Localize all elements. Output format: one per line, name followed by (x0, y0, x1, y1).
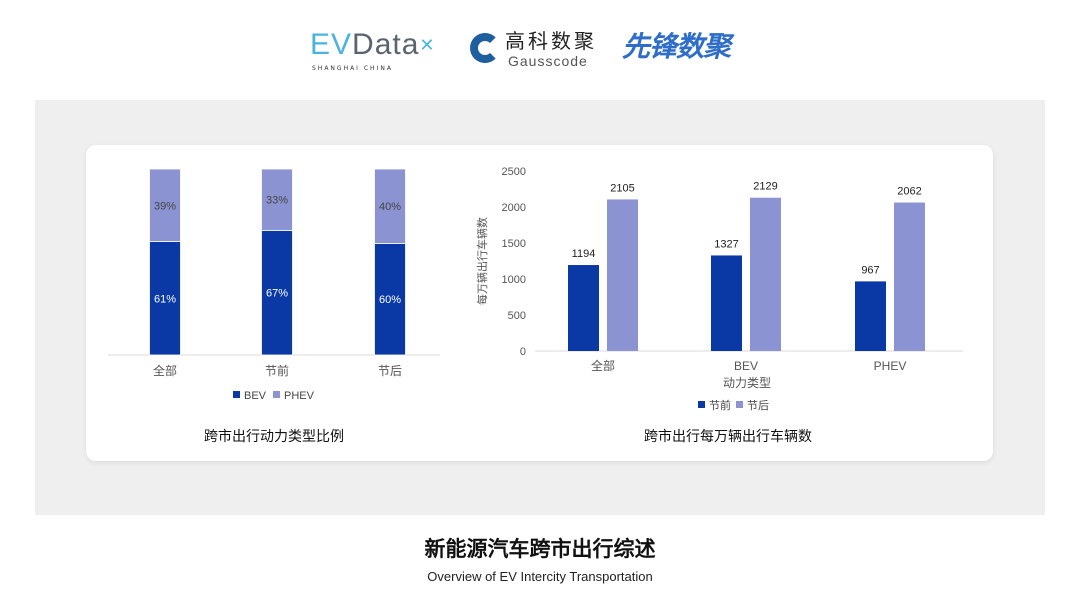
y-tick-label: 1000 (502, 274, 526, 286)
data-label: 1327 (714, 238, 738, 250)
y-tick-label: 0 (520, 346, 526, 358)
x-tick-label: PHEV (874, 359, 907, 373)
evdata-logo-sub: SHANGHAI CHINA (312, 65, 393, 72)
x-axis-title: 动力类型 (723, 376, 771, 390)
legend-label: 节后 (747, 399, 769, 412)
bar-phev (261, 168, 293, 231)
x-tick-label: 全部 (591, 358, 615, 373)
data-label: 33% (266, 195, 288, 207)
legend-swatch (273, 391, 280, 398)
chart-caption: 跨市出行每万辆出行车辆数 (644, 428, 812, 444)
x-tick-label: 节后 (378, 364, 402, 378)
bar-after (607, 199, 638, 351)
bar-after (750, 197, 781, 351)
legend-label: BEV (244, 390, 267, 402)
evdata-logo: EVData✕ (310, 28, 436, 61)
bar-bev (261, 229, 293, 356)
data-label: 40% (379, 201, 401, 213)
y-tick-label: 1500 (502, 238, 526, 250)
chart-card (86, 145, 993, 461)
legend-swatch (698, 401, 705, 408)
data-label: 39% (154, 200, 176, 212)
legend-label: PHEV (284, 390, 315, 402)
legend-label: 节前 (709, 398, 731, 412)
gausscode-logo-cn: 高科数聚 (505, 29, 597, 53)
bar-after (894, 202, 925, 351)
data-label: 60% (379, 294, 401, 306)
x-tick-label: 节前 (265, 363, 289, 378)
y-axis-title: 每万辆出行车辆数 (475, 217, 489, 305)
data-label: 2129 (753, 181, 777, 193)
data-label: 1194 (572, 248, 596, 260)
gausscode-logo-en: Gausscode (508, 53, 588, 69)
y-tick-label: 2000 (502, 202, 526, 214)
page-title: 新能源汽车跨市出行综述 (424, 537, 656, 561)
xianfeng-logo: 先锋数聚 (622, 30, 731, 63)
chart-caption: 跨市出行动力类型比例 (204, 428, 344, 444)
data-label: 2105 (610, 182, 634, 194)
gausscode-logo-icon (470, 33, 500, 63)
y-tick-label: 2500 (502, 166, 526, 178)
y-tick-label: 500 (508, 310, 526, 322)
page-subtitle: Overview of EV Intercity Transportation (427, 569, 653, 584)
bar-before (711, 255, 742, 351)
bar-phev (374, 168, 406, 244)
legend-swatch (736, 401, 743, 408)
bar-before (855, 281, 886, 351)
data-label: 2062 (897, 186, 921, 198)
bar-bev (374, 242, 406, 356)
bar-phev (149, 168, 181, 242)
x-tick-label: BEV (734, 359, 758, 373)
legend-swatch (233, 391, 240, 398)
data-label: 967 (861, 264, 879, 276)
data-label: 67% (266, 288, 288, 300)
bar-before (568, 265, 599, 351)
data-label: 61% (154, 293, 176, 305)
x-tick-label: 全部 (153, 363, 177, 378)
